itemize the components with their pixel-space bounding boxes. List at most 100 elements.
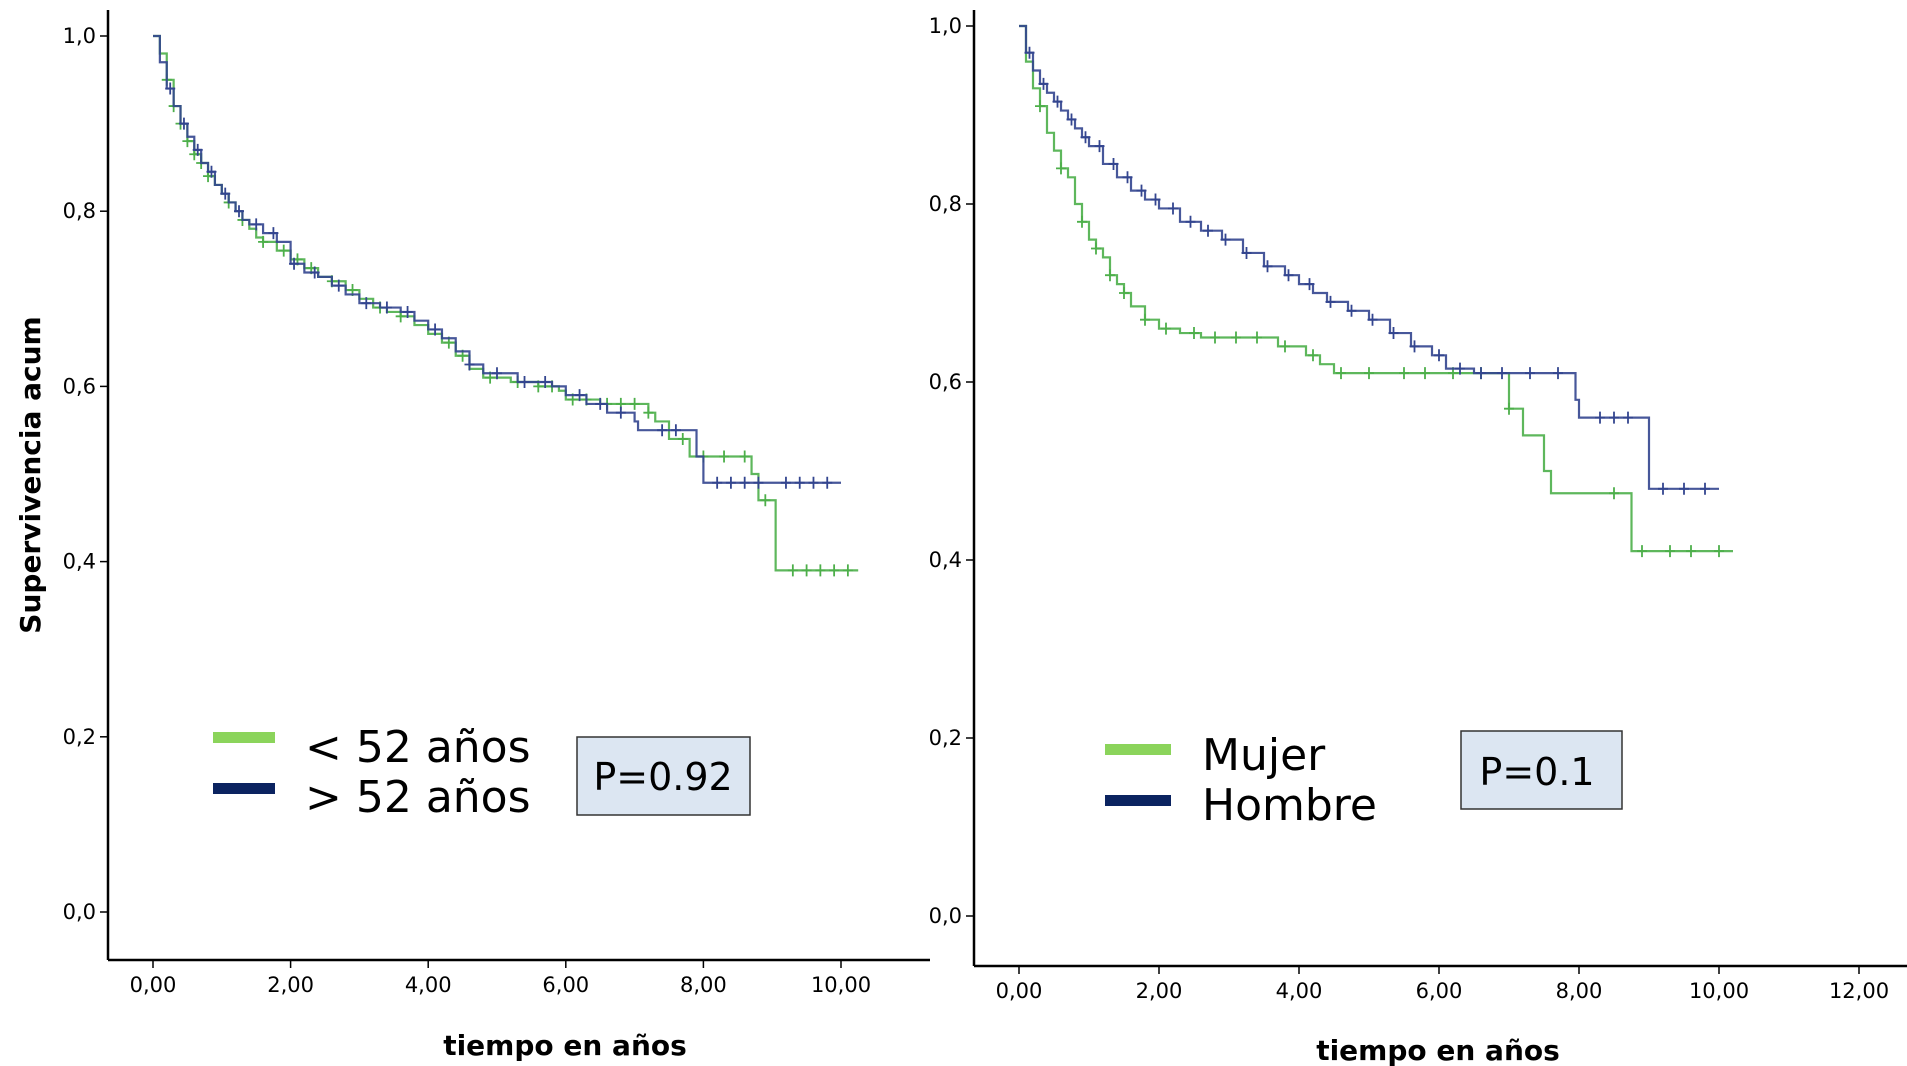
censor-mark [1609,487,1619,500]
censor-mark [1504,402,1514,415]
censor-mark [1066,113,1077,126]
censor-mark [1364,367,1374,380]
censor-mark [1637,545,1647,558]
legend-swatch-old [213,783,275,794]
x-tick-label: 8,00 [680,973,727,997]
y-tick-label: 0,2 [929,726,962,750]
censor-mark [615,406,626,419]
censor-mark [725,476,736,489]
censor-mark [787,564,798,577]
legend-label-mujer: Mujer [1202,730,1326,781]
censor-mark [1024,46,1035,59]
censor-mark [1367,313,1378,326]
censor-mark [206,165,217,178]
x-tick-label: 0,00 [130,973,177,997]
censor-mark [1714,545,1724,558]
p-value-box-sex: P=0.1 [1460,730,1623,810]
censor-mark [1038,77,1049,90]
censor-mark [1094,140,1105,153]
censor-mark [1203,224,1213,237]
x-tick-label: 4,00 [1276,979,1323,1003]
x-axis-title-age: tiempo en años [443,1029,687,1062]
y-tick-label: 0,2 [63,725,96,749]
p-value-box-age: P=0.92 [576,736,751,816]
censor-mark [1325,295,1336,308]
censor-mark [801,564,812,577]
panel-sex: 0,0 0,2 0,4 0,6 0,8 1,0 0,00 2,00 4,00 6,00 8,00 10… [929,10,1907,1066]
x-axis-title-sex: tiempo en años [1316,1034,1560,1066]
legend-label-old: > 52 años [305,772,531,823]
censor-mark [1035,100,1045,113]
legend-label-young: < 52 años [305,722,531,773]
x-tick-label: 6,00 [542,973,589,997]
censor-mark [464,358,475,371]
censor-mark [1399,367,1409,380]
x-tick-label: 2,00 [267,973,314,997]
censor-mark [309,266,320,279]
censor-mark [670,424,681,437]
censor-mark [815,564,826,577]
censor-mark [1686,545,1696,558]
censor-mark [1077,215,1087,228]
censor-mark [1189,327,1199,340]
censor-mark [1700,482,1710,495]
censor-mark [1122,171,1133,184]
censor-mark [842,564,853,577]
censor-mark [1150,193,1161,206]
censor-mark [1476,367,1486,380]
censor-mark [430,323,441,336]
censor-mark [1658,482,1668,495]
censor-mark [1091,242,1101,255]
censor-mark [1210,331,1220,344]
y-tick-label: 0,8 [63,199,96,223]
y-tick-label: 1,0 [63,24,96,48]
censor-mark [595,397,606,410]
censor-mark [258,235,269,248]
x-tick-label: 4,00 [405,973,452,997]
y-tick-label: 0,8 [929,192,962,216]
survival-curve-a [153,34,859,572]
censor-mark [780,476,791,489]
censor-mark [808,476,819,489]
y-tick-label: 0,4 [929,548,962,572]
legend-swatch-mujer [1105,744,1171,755]
censor-mark [289,257,300,270]
censor-mark [519,376,530,389]
censor-mark [1553,367,1563,380]
censor-mark [1161,322,1171,335]
y-tick-label: 1,0 [929,14,962,38]
censor-mark [333,279,344,292]
censor-mark [1108,157,1119,170]
censor-mark [643,406,654,419]
censor-mark [1241,246,1252,259]
legend-sex: Mujer Hombre [1105,730,1377,831]
panel-age: Supervivencia acum 0,00,20,40,60,81,00,0… [14,10,930,1062]
censor-mark [268,227,279,240]
censor-mark [657,424,668,437]
censor-mark [1280,340,1290,353]
censor-mark [178,117,189,130]
censor-mark [1304,278,1315,291]
censor-mark [1283,269,1294,282]
series-group-age [153,34,859,577]
censor-mark [361,297,372,310]
censor-mark [1168,202,1178,215]
censor-mark [753,476,764,489]
censor-mark [251,218,262,231]
censor-mark [1388,327,1399,340]
censor-mark [192,143,203,156]
x-tick-label: 2,00 [1136,979,1183,1003]
censor-mark [829,564,840,577]
censor-mark [234,205,244,218]
censor-mark [739,476,750,489]
censor-mark [822,476,833,489]
y-tick-label: 0,6 [63,374,96,398]
axes-sex: 0,0 0,2 0,4 0,6 0,8 1,0 0,00 2,00 4,00 6,00 8,00 10… [929,10,1907,1003]
p-value-age: P=0.92 [593,755,732,799]
censor-mark [1595,411,1605,424]
censor-mark [760,494,771,507]
x-tick-label: 0,00 [996,979,1043,1003]
censor-mark [278,244,289,257]
y-tick-label: 0,6 [929,370,962,394]
